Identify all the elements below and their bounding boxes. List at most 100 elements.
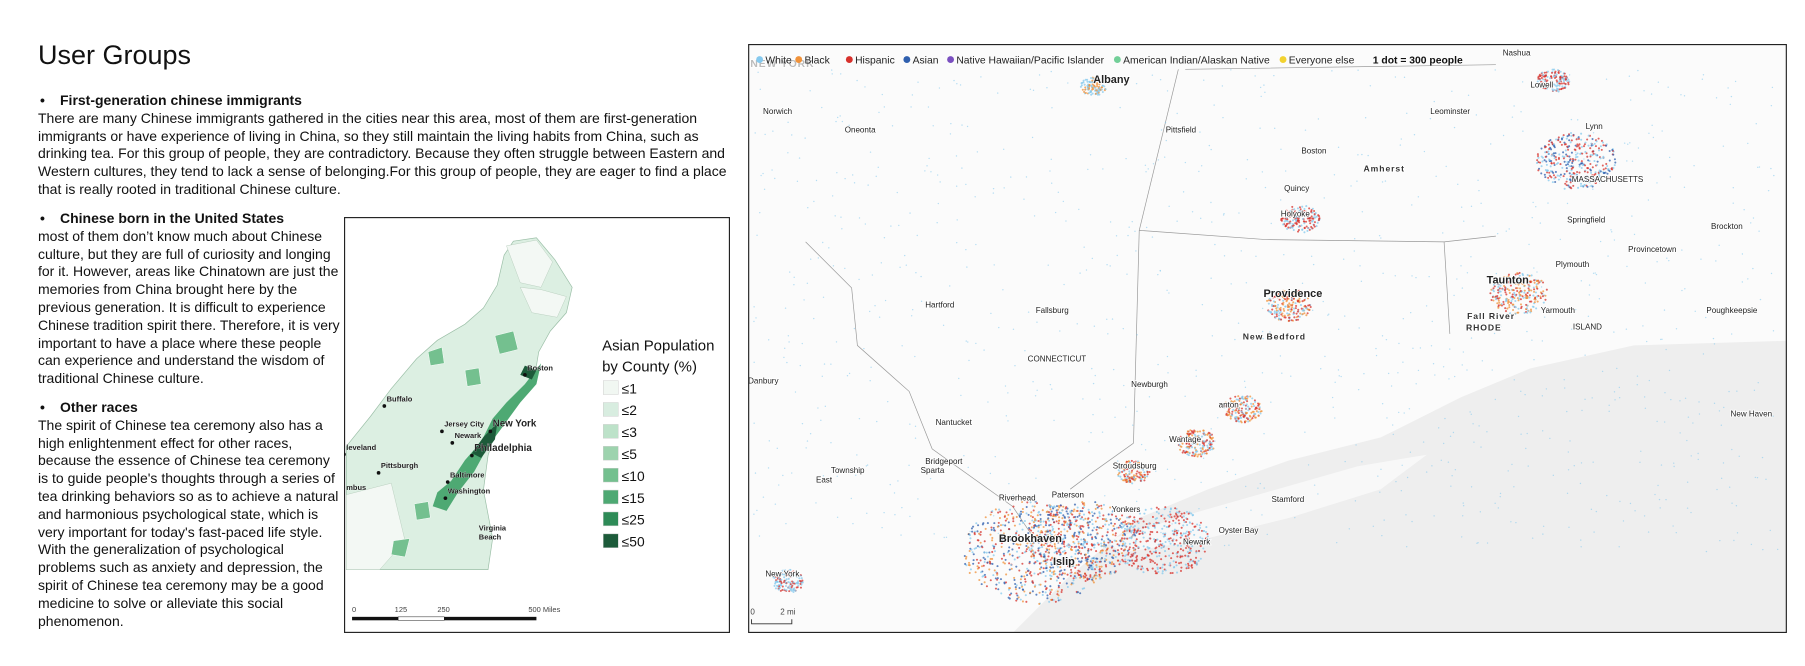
dot bbox=[1195, 440, 1198, 443]
dot bbox=[1069, 521, 1072, 524]
dot bbox=[1595, 273, 1598, 276]
dot bbox=[1582, 145, 1586, 148]
dot bbox=[1126, 464, 1129, 467]
dot bbox=[1566, 161, 1569, 164]
dot bbox=[1558, 153, 1561, 156]
dot bbox=[1098, 512, 1101, 515]
dot bbox=[1593, 142, 1596, 145]
dot bbox=[1037, 526, 1040, 529]
scale-label: 500 Miles bbox=[528, 605, 560, 614]
dot bbox=[1521, 283, 1524, 286]
dot bbox=[1090, 431, 1092, 434]
dot bbox=[1104, 88, 1107, 91]
place-label: Fallsburg bbox=[1036, 306, 1069, 315]
dot bbox=[1116, 254, 1118, 257]
dot bbox=[1176, 440, 1180, 443]
city-dot bbox=[382, 404, 387, 408]
dot bbox=[1306, 312, 1309, 315]
dot bbox=[1066, 507, 1069, 510]
dot bbox=[1132, 562, 1135, 565]
dot bbox=[1056, 547, 1059, 550]
dot bbox=[1209, 433, 1212, 436]
dot bbox=[1031, 545, 1034, 548]
dot bbox=[1091, 561, 1094, 564]
dot bbox=[1146, 526, 1149, 529]
dot bbox=[756, 509, 758, 512]
dot bbox=[1564, 143, 1567, 146]
dot bbox=[780, 584, 783, 587]
dot bbox=[938, 87, 941, 89]
dot bbox=[1728, 390, 1730, 393]
dot bbox=[967, 563, 970, 567]
dot bbox=[1070, 571, 1073, 574]
dot bbox=[1049, 383, 1052, 386]
dot bbox=[796, 581, 799, 584]
dot bbox=[1559, 163, 1562, 166]
dot bbox=[1526, 432, 1528, 435]
dot bbox=[1133, 466, 1136, 469]
place-label: Albany bbox=[1093, 74, 1129, 86]
dot bbox=[1155, 510, 1158, 514]
dot bbox=[1057, 522, 1060, 525]
dot bbox=[1164, 555, 1167, 558]
dot bbox=[1432, 363, 1435, 365]
dot bbox=[1258, 406, 1261, 409]
dot bbox=[1202, 547, 1205, 550]
dot bbox=[1640, 450, 1642, 452]
dot bbox=[1005, 517, 1009, 520]
dot bbox=[1159, 567, 1162, 570]
dot bbox=[1122, 469, 1125, 472]
dot bbox=[1577, 186, 1580, 189]
dot bbox=[1136, 568, 1139, 571]
dot bbox=[794, 589, 797, 592]
dot bbox=[1229, 415, 1232, 418]
dot bbox=[1423, 150, 1426, 153]
dot bbox=[1125, 479, 1128, 482]
dot bbox=[1128, 536, 1131, 539]
dot bbox=[774, 503, 777, 505]
dot bbox=[1010, 176, 1012, 178]
dot bbox=[1558, 174, 1561, 178]
dot bbox=[1569, 141, 1572, 144]
dot bbox=[1139, 471, 1142, 474]
dot bbox=[1496, 232, 1499, 235]
dot bbox=[1060, 558, 1063, 561]
dot bbox=[1242, 403, 1245, 406]
dot bbox=[1014, 533, 1017, 536]
dot bbox=[1151, 515, 1154, 519]
dot bbox=[1303, 210, 1306, 213]
dot bbox=[1567, 81, 1570, 84]
dot bbox=[1090, 84, 1093, 87]
dot bbox=[1272, 296, 1275, 299]
dot bbox=[1142, 571, 1145, 574]
dot bbox=[1048, 519, 1051, 522]
dot bbox=[1079, 85, 1082, 88]
dot bbox=[988, 568, 991, 571]
dot bbox=[1494, 398, 1497, 401]
dot bbox=[1018, 546, 1021, 549]
dot bbox=[1212, 440, 1215, 443]
dot bbox=[1142, 536, 1145, 539]
dot bbox=[1157, 363, 1159, 366]
dot bbox=[785, 578, 788, 581]
dot bbox=[1297, 230, 1300, 233]
dot bbox=[1562, 175, 1565, 178]
dot bbox=[1269, 299, 1272, 302]
dot bbox=[1208, 538, 1211, 541]
dot bbox=[1600, 139, 1603, 142]
dot bbox=[801, 342, 803, 345]
dot bbox=[1135, 538, 1138, 541]
dot bbox=[1002, 532, 1005, 535]
dot bbox=[1143, 531, 1146, 534]
dot bbox=[993, 569, 996, 572]
dot bbox=[1531, 537, 1534, 539]
dot bbox=[798, 579, 801, 582]
dot bbox=[810, 258, 812, 260]
dot bbox=[1085, 574, 1088, 577]
dot bbox=[1263, 84, 1265, 86]
dot bbox=[1072, 510, 1075, 513]
dot bbox=[1523, 284, 1526, 287]
dot bbox=[1154, 517, 1157, 520]
dot bbox=[1585, 179, 1588, 182]
dot bbox=[1567, 148, 1570, 151]
